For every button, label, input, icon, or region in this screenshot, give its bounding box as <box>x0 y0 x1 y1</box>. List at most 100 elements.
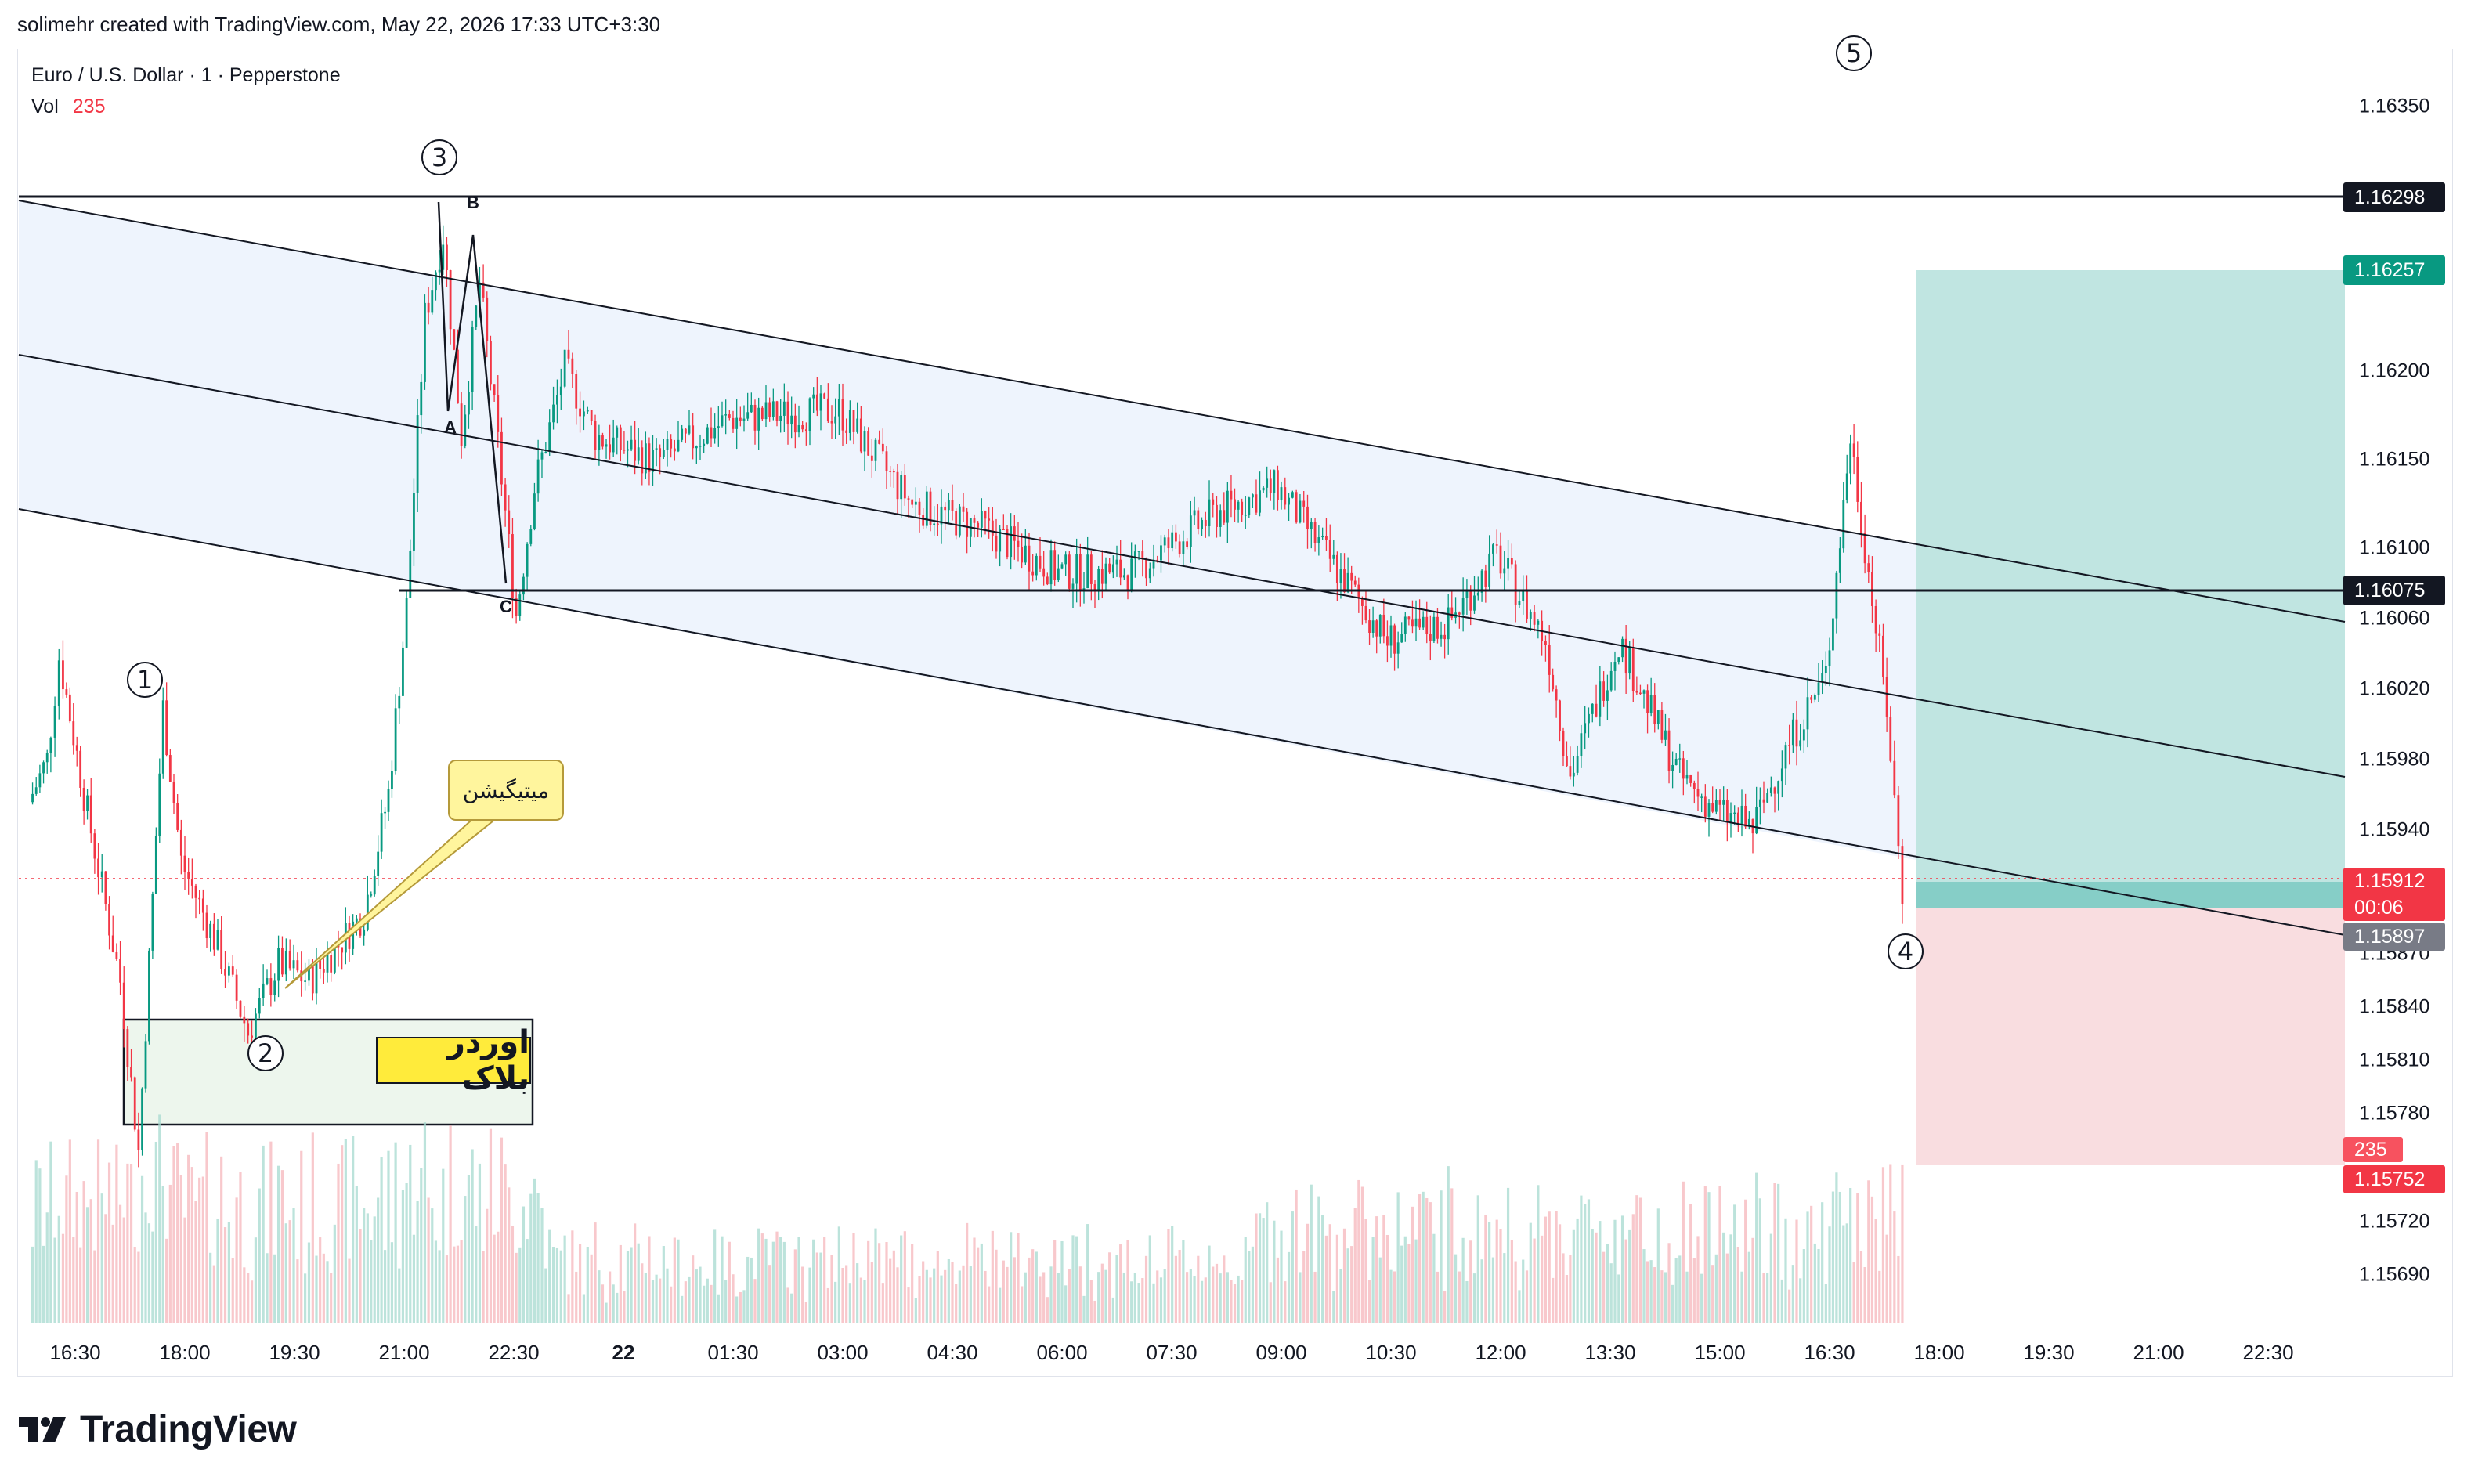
volume-bar <box>1097 1272 1100 1323</box>
volume-bar <box>1200 1280 1204 1323</box>
symbol-title[interactable]: Euro / U.S. Dollar · 1 · Pepperstone <box>31 64 341 86</box>
volume-bar <box>903 1231 906 1323</box>
candle-body <box>845 430 848 433</box>
order-block-label[interactable]: اوردر بلاک <box>376 1025 531 1096</box>
candle-body <box>1649 695 1653 713</box>
wave-2-label[interactable]: 2 <box>247 1035 284 1071</box>
candle-body <box>764 402 768 420</box>
volume-bar <box>1859 1251 1863 1323</box>
tradingview-logo[interactable]: TradingView <box>19 1408 297 1451</box>
candle-body <box>1555 689 1558 701</box>
candle-body <box>790 415 793 425</box>
price-tag-target[interactable]: 1.16257 <box>2343 255 2445 285</box>
channel-top-line[interactable] <box>18 200 2346 623</box>
volume-bar <box>1503 1253 1506 1323</box>
candle-body <box>1039 555 1042 569</box>
volume-bar <box>220 1156 223 1323</box>
volume-bar <box>1591 1229 1594 1323</box>
candle-body <box>616 427 619 438</box>
price-tag-wave3-high[interactable]: 1.16298 <box>2343 182 2445 212</box>
candle-body <box>475 305 478 327</box>
candle-body <box>108 904 110 936</box>
candle-body <box>1852 443 1855 457</box>
candle-body <box>1548 645 1551 675</box>
volume-bar <box>100 1193 103 1323</box>
candle-body <box>1368 620 1371 633</box>
candle-body <box>922 515 925 526</box>
volume-bar <box>420 1168 423 1323</box>
candle-body <box>1046 576 1049 585</box>
volume-bar <box>586 1247 589 1323</box>
mitigation-callout[interactable]: میتیگیشن <box>448 760 564 821</box>
candle-body <box>1259 490 1261 513</box>
volume-bar <box>623 1291 626 1323</box>
volume-bar <box>1436 1271 1440 1323</box>
candle-body <box>1288 497 1290 505</box>
volume-bar <box>1562 1253 1565 1323</box>
candle-body <box>1175 532 1177 542</box>
channel-mid-line[interactable] <box>18 354 2346 778</box>
volume-bar <box>1700 1273 1703 1323</box>
candle-body <box>212 923 215 950</box>
candle-body <box>1068 554 1071 589</box>
candle-body <box>172 781 175 803</box>
volume-bar <box>1137 1283 1140 1323</box>
price-tag-support[interactable]: 1.16075 <box>2343 576 2445 605</box>
price-tag-last[interactable]: 1.15912 <box>2343 868 2445 894</box>
candle-body <box>951 500 954 511</box>
candle-body <box>1901 846 1904 904</box>
candle-body <box>988 518 991 521</box>
stop-zone[interactable] <box>1916 908 2345 1165</box>
volume-bar <box>634 1223 637 1323</box>
candle-body <box>319 960 322 969</box>
wave-1-label[interactable]: 1 <box>127 662 163 698</box>
candle-body <box>1393 625 1396 654</box>
volume-bar <box>96 1139 100 1323</box>
candle-body <box>962 506 965 512</box>
candle-body <box>104 871 107 904</box>
candle-body <box>1799 740 1802 747</box>
candle-body <box>1758 799 1761 807</box>
volume-bar <box>1780 1279 1783 1323</box>
price-tag-entry[interactable]: 1.15897 <box>2343 923 2445 951</box>
volume-bar <box>471 1149 474 1323</box>
wave-3-label[interactable]: 3 <box>421 139 457 175</box>
volume-bar <box>1208 1245 1211 1323</box>
channel-bottom-line[interactable] <box>18 508 2346 936</box>
volume-bar <box>973 1237 976 1323</box>
volume-bar <box>1156 1270 1159 1323</box>
wave-5-label[interactable]: 5 <box>1836 35 1872 71</box>
volume-bar <box>571 1230 574 1323</box>
volume-bar <box>848 1283 851 1323</box>
volume-bar <box>1901 1164 1904 1323</box>
candle-body <box>1082 588 1086 590</box>
candle-body <box>1692 782 1696 789</box>
candle-body <box>801 424 804 430</box>
candle-body <box>1552 674 1555 690</box>
candle-body <box>536 459 540 494</box>
volume-bar <box>1718 1186 1721 1323</box>
candle-body <box>1566 756 1568 767</box>
volume-bar <box>1696 1236 1700 1323</box>
candle-body <box>1889 717 1892 761</box>
volume-bar <box>684 1281 687 1323</box>
candle-body <box>75 745 78 751</box>
candle-body <box>819 393 822 411</box>
volume-bar <box>984 1270 987 1323</box>
volume-bar <box>1529 1222 1532 1323</box>
volume-bar <box>1407 1244 1411 1323</box>
volume-bar <box>337 1163 340 1323</box>
volume-bar <box>1878 1270 1881 1323</box>
volume-bar <box>1141 1278 1144 1323</box>
abc-correction[interactable] <box>437 201 508 584</box>
volume-bar <box>500 1137 504 1323</box>
wave-4-label[interactable]: 4 <box>1888 933 1924 969</box>
candle-body <box>918 501 921 515</box>
volume-bar <box>409 1144 412 1323</box>
candle-body <box>826 398 829 421</box>
volume-bar <box>1133 1273 1136 1323</box>
price-tag-stop[interactable]: 1.15752 <box>2343 1165 2445 1193</box>
candle-body <box>1346 572 1349 593</box>
volume-bar <box>442 1168 445 1323</box>
